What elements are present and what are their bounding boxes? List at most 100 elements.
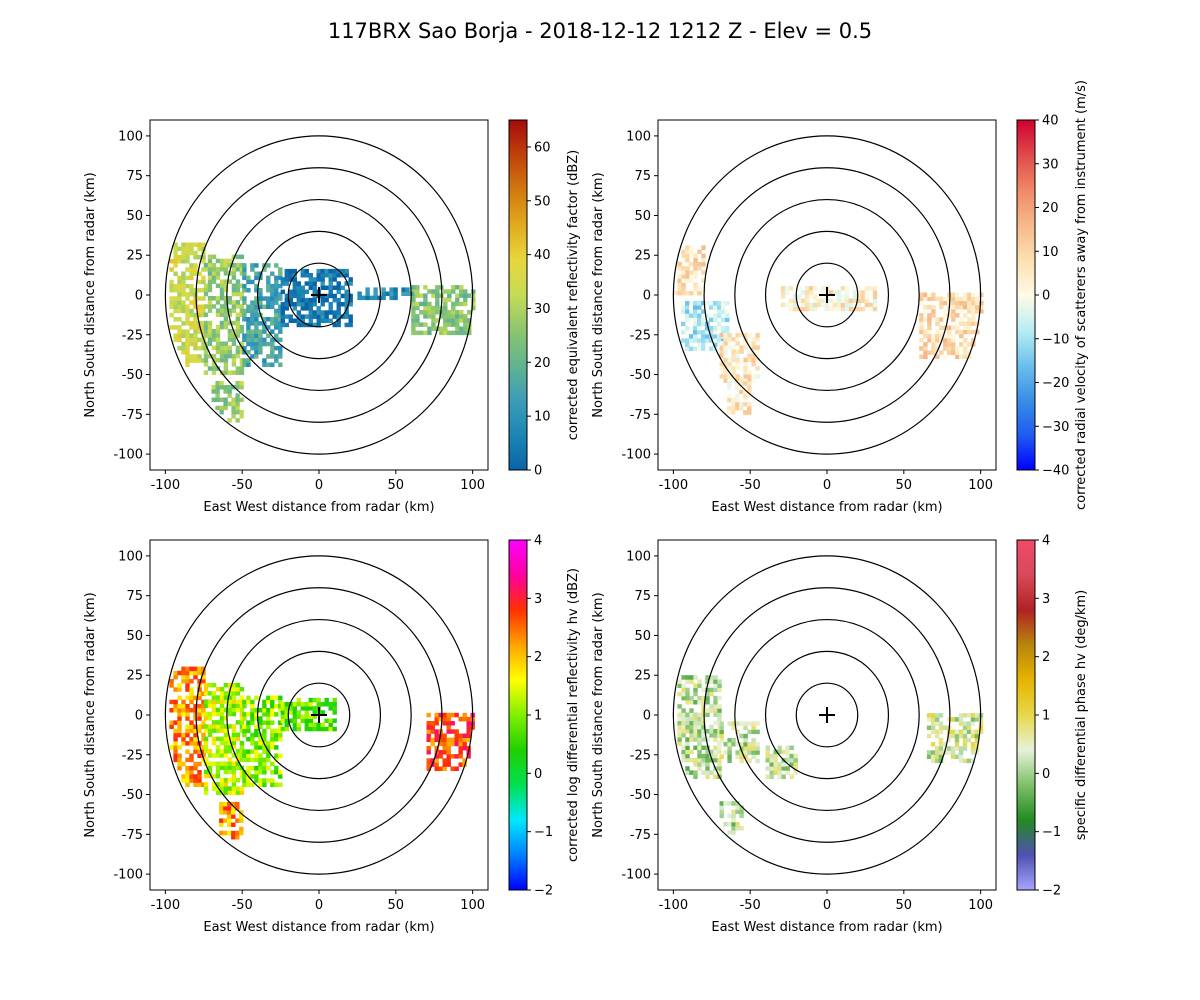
echo-cell — [266, 288, 271, 293]
echo-cell — [177, 275, 182, 281]
echo-cell — [923, 329, 928, 335]
echo-cell — [451, 314, 456, 319]
echo-cell — [231, 308, 237, 313]
echo-cell — [235, 267, 241, 272]
echo-cell — [677, 261, 682, 267]
echo-cell — [185, 283, 190, 289]
echo-cell — [254, 712, 259, 717]
echo-cell — [288, 277, 293, 282]
echo-cell — [426, 758, 431, 763]
echo-cell — [967, 354, 972, 359]
echo-cell — [219, 353, 225, 359]
echo-cell — [278, 283, 283, 289]
echo-cell — [677, 716, 682, 722]
echo-cell — [223, 267, 229, 272]
y-tick-label: 0 — [135, 289, 143, 304]
echo-cell — [223, 810, 228, 815]
echo-cell — [789, 758, 794, 763]
echo-cell — [963, 300, 968, 306]
colorbar-tick-label: −30 — [1042, 420, 1069, 435]
echo-cell — [423, 301, 428, 307]
echo-cell — [939, 317, 944, 322]
y-axis-label: North South distance from radar (km) — [83, 172, 98, 417]
echo-cell — [962, 721, 968, 726]
echo-region-3 — [719, 801, 744, 835]
echo-cell — [685, 305, 690, 310]
echo-cell — [193, 774, 198, 779]
echo-cell — [189, 263, 194, 268]
echo-cell — [270, 283, 275, 289]
echo-cell — [193, 728, 198, 734]
echo-cell — [169, 683, 174, 688]
echo-cell — [203, 324, 209, 330]
echo-cell — [427, 305, 432, 311]
echo-cell — [316, 322, 321, 328]
echo-cell — [227, 337, 233, 342]
echo-cell — [739, 366, 744, 371]
echo-cell — [979, 304, 984, 310]
echo-cell — [193, 761, 198, 767]
echo-cell — [284, 306, 289, 311]
echo-cell — [773, 749, 778, 755]
echo-cell — [423, 310, 428, 315]
echo-cell — [219, 707, 225, 713]
echo-cell — [242, 749, 247, 754]
echo-cell — [967, 317, 972, 322]
echo-cell — [389, 291, 394, 296]
echo-cell — [685, 716, 690, 722]
echo-cell — [747, 374, 752, 379]
echo-cell — [963, 346, 968, 351]
echo-cell — [693, 745, 698, 750]
echo-cell — [324, 697, 329, 703]
echo-cell — [340, 314, 345, 319]
echo-cell — [943, 300, 948, 306]
echo-cell — [978, 725, 984, 730]
echo-cell — [930, 758, 936, 764]
echo-cell — [308, 697, 313, 703]
echo-cell — [193, 267, 198, 272]
echo-cell — [701, 720, 706, 726]
echo-cell — [471, 293, 476, 298]
echo-cell — [458, 745, 463, 751]
echo-cell — [231, 695, 237, 700]
echo-cell — [288, 302, 293, 307]
echo-cell — [872, 298, 878, 303]
echo-cell — [820, 290, 826, 295]
echo-cell — [231, 401, 236, 407]
echo-cell — [239, 724, 245, 729]
echo-cell — [743, 381, 748, 386]
echo-cell — [231, 810, 236, 815]
echo-cell — [731, 374, 736, 379]
echo-cell — [946, 733, 952, 739]
echo-cell — [934, 746, 940, 751]
echo-cell — [415, 322, 420, 327]
echo-cell — [320, 702, 325, 707]
echo-cell — [235, 316, 241, 322]
echo-cell — [312, 322, 317, 328]
echo-cell — [743, 361, 748, 367]
echo-region-2 — [765, 745, 798, 779]
echo-cell — [246, 358, 251, 363]
echo-cell — [693, 309, 698, 314]
echo-cell — [280, 714, 285, 719]
echo-cell — [231, 414, 236, 419]
echo-cell — [946, 750, 952, 755]
echo-cell — [201, 674, 206, 680]
echo-cell — [739, 742, 744, 747]
echo-cell — [923, 309, 928, 314]
echo-cell — [242, 712, 247, 717]
echo-cell — [300, 268, 305, 274]
echo-cell — [344, 310, 349, 315]
echo-cell — [951, 325, 956, 330]
echo-cell — [207, 283, 213, 288]
echo-cell — [227, 308, 233, 313]
echo-cell — [755, 758, 760, 764]
echo-cell — [270, 741, 275, 746]
echo-cell — [735, 754, 740, 759]
echo-cell — [219, 287, 225, 293]
echo-cell — [197, 354, 202, 359]
echo-cell — [681, 708, 686, 713]
echo-cell — [193, 254, 198, 260]
echo-cell — [430, 725, 435, 730]
echo-cell — [959, 321, 964, 326]
